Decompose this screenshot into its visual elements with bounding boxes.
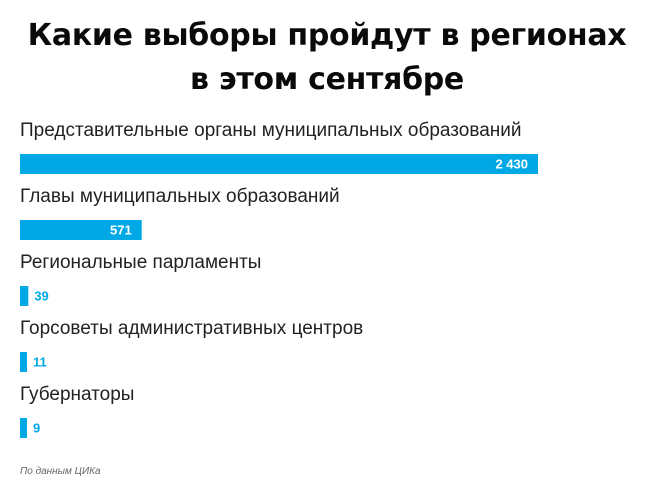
value-label: 11 — [33, 355, 47, 370]
category-label: Представительные органы муниципальных об… — [20, 120, 522, 141]
bar — [20, 286, 29, 306]
value-label: 9 — [33, 421, 40, 436]
source-note: По данным ЦИКа — [20, 466, 101, 477]
bar — [20, 352, 27, 372]
bar — [20, 220, 142, 240]
category-label: Горсоветы административных центров — [20, 318, 363, 339]
category-label: Главы муниципальных образований — [20, 186, 340, 207]
category-label: Губернаторы — [20, 384, 134, 405]
chart-title-line-1: Какие выборы пройдут в регионах — [27, 18, 627, 53]
chart-title-line-2: в этом сентябре — [190, 62, 464, 97]
bar — [20, 418, 27, 438]
value-label: 571 — [110, 223, 132, 238]
bar — [20, 154, 538, 174]
value-label: 39 — [34, 289, 48, 304]
chart-title: Какие выборы пройдут в регионах в этом с… — [0, 14, 654, 102]
category-label: Региональные парламенты — [20, 252, 261, 273]
value-label: 2 430 — [495, 157, 528, 172]
